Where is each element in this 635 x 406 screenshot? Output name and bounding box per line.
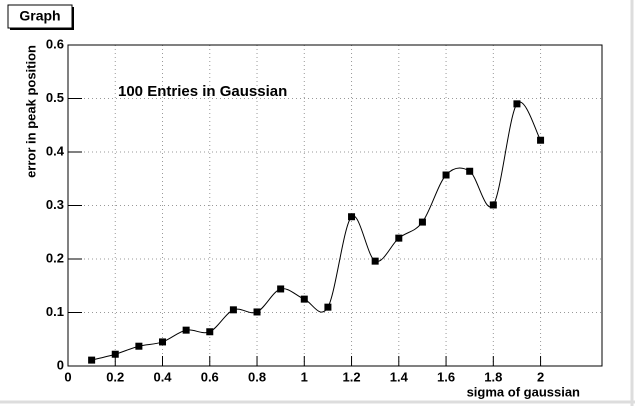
x-tick-label: 0.8 — [248, 369, 266, 384]
x-tick-label: 1 — [301, 369, 308, 384]
data-point — [513, 100, 521, 108]
data-point — [229, 306, 237, 314]
data-point — [395, 234, 403, 242]
data-point — [300, 295, 308, 303]
x-tick-label: 1.2 — [343, 369, 361, 384]
y-tick-label: 0.1 — [46, 304, 64, 319]
x-tick-label: 1.4 — [390, 369, 409, 384]
data-point — [159, 338, 167, 346]
data-point — [442, 171, 450, 179]
data-point — [253, 308, 261, 316]
data-point — [206, 328, 214, 336]
data-point — [111, 350, 119, 358]
x-tick-label: 0.6 — [201, 369, 219, 384]
plot-area: 0 0.1 0.2 0.3 0.4 0.5 0.6 0 0.2 0.4 0.6 0.8 1 1.2 1.4 1… — [46, 36, 603, 384]
y-tick-label: 0.4 — [46, 143, 65, 158]
data-point — [371, 257, 379, 265]
data-point — [277, 285, 285, 293]
title-box — [7, 4, 73, 29]
data-point — [324, 303, 332, 311]
x-tick-label: 2 — [537, 369, 544, 384]
y-tick-label: 0.5 — [46, 90, 64, 105]
y-tick-label: 0.2 — [46, 250, 64, 265]
x-tick-label: 0 — [64, 369, 71, 384]
annotation: 100 Entries in Gaussian — [118, 83, 287, 100]
data-point — [418, 218, 426, 226]
data-point — [348, 213, 356, 221]
data-point — [88, 356, 96, 364]
plot-frame — [67, 44, 603, 367]
x-tick-label: 1.8 — [484, 369, 502, 384]
chart-title: Graph — [19, 8, 60, 24]
x-tick-label: 0.2 — [106, 369, 124, 384]
y-axis-label: error in peak position — [23, 45, 38, 178]
data-point — [182, 326, 190, 334]
x-tick-label: 0.4 — [153, 369, 172, 384]
data-point — [489, 201, 497, 209]
x-tick-label: 1.6 — [437, 369, 455, 384]
y-tick-label: 0 — [57, 357, 64, 372]
data-point — [537, 136, 545, 144]
data-point — [135, 342, 143, 350]
y-tick-label: 0.3 — [46, 197, 64, 212]
data-point — [466, 167, 474, 175]
y-tick-label: 0.6 — [46, 36, 64, 51]
x-axis-label: sigma of gaussian — [467, 384, 580, 399]
